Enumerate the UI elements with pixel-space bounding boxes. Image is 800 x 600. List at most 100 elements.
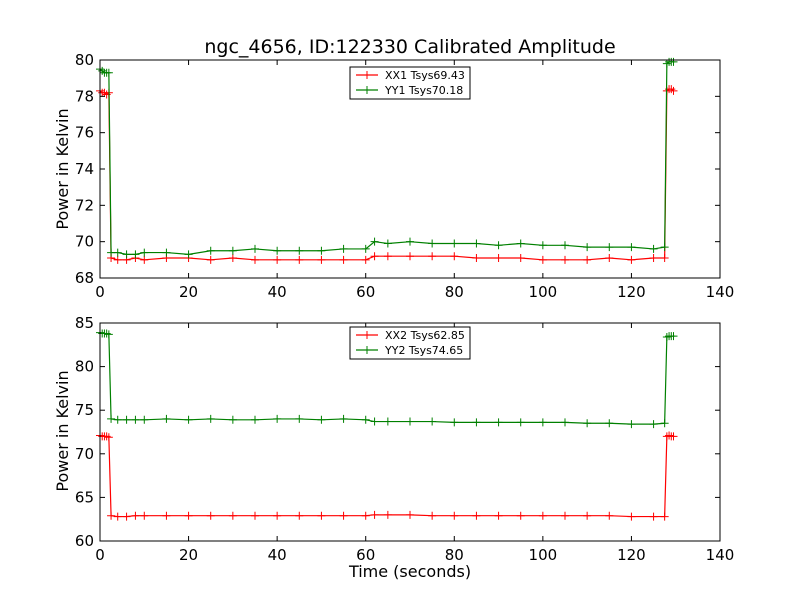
bottom-axes: 0 20 40 60 80 100 120 140 60 65 70 75 80 85 XX2 Tsys62… <box>75 314 734 564</box>
data-point-0-1-10 <box>162 248 171 257</box>
data-point-1-0-11 <box>184 511 193 520</box>
x-tick-label-1-3: 60 <box>356 546 375 564</box>
data-point-0-0-26 <box>494 254 503 263</box>
data-point-0-0-21 <box>383 252 392 261</box>
data-point-1-0-21 <box>383 510 392 519</box>
data-point-0-0-13 <box>228 254 237 263</box>
data-point-0-1-18 <box>339 244 348 253</box>
data-point-0-0-23 <box>428 252 437 261</box>
x-axis-label: Time (seconds) <box>348 562 471 581</box>
data-point-1-0-32 <box>627 512 636 521</box>
data-point-0-1-33 <box>649 244 658 253</box>
legend-marker-1-0 <box>363 331 371 339</box>
data-point-1-1-22 <box>406 417 414 426</box>
data-point-1-1-6 <box>113 415 122 424</box>
y-tick-label-0-3: 74 <box>75 160 94 178</box>
data-point-1-1-18 <box>339 414 348 423</box>
data-point-1-1-19 <box>361 415 370 424</box>
data-point-0-1-15 <box>273 246 282 255</box>
data-point-0-1-23 <box>428 239 437 248</box>
data-point-1-0-23 <box>428 511 437 520</box>
data-point-0-1-12 <box>206 246 215 255</box>
data-point-0-0-30 <box>583 255 592 264</box>
data-point-1-0-29 <box>561 511 569 520</box>
data-point-1-1-4 <box>104 330 113 339</box>
chart-title: ngc_4656, ID:122330 Calibrated Amplitude <box>204 36 615 58</box>
x-tick-label-0-5: 100 <box>529 283 558 301</box>
data-point-1-1-30 <box>583 419 592 428</box>
data-point-0-0-31 <box>605 254 614 263</box>
y-tick-label-1-1: 65 <box>75 488 94 506</box>
data-point-0-1-13 <box>228 246 237 255</box>
data-point-0-0-19 <box>361 255 370 264</box>
data-point-0-1-11 <box>184 250 193 259</box>
data-point-1-1-14 <box>251 415 259 424</box>
x-tick-label-0-2: 40 <box>268 283 287 301</box>
data-point-0-0-32 <box>627 255 636 264</box>
x-tick-label-0-1: 20 <box>179 283 198 301</box>
legend-box-1 <box>349 326 471 360</box>
data-point-1-0-15 <box>273 511 282 520</box>
data-point-1-1-11 <box>184 415 193 424</box>
x-tick-label-1-4: 80 <box>445 546 464 564</box>
data-point-1-1-17 <box>317 415 326 424</box>
data-point-1-1-8 <box>131 415 140 424</box>
top-y-axis-label: Power in Kelvin <box>53 108 72 229</box>
data-point-1-1-16 <box>295 414 304 423</box>
data-point-1-0-26 <box>494 511 503 520</box>
data-point-0-1-24 <box>450 239 459 248</box>
data-point-0-0-29 <box>561 255 569 264</box>
legend-label-0-1: YY1 Tsys70.18 <box>384 84 463 97</box>
x-tick-label-0-4: 80 <box>445 283 464 301</box>
data-point-1-1-29 <box>561 418 569 427</box>
data-point-0-0-18 <box>339 255 348 264</box>
data-point-1-0-12 <box>206 511 215 520</box>
legend-marker-0-1 <box>363 86 371 94</box>
data-point-1-0-28 <box>538 511 547 520</box>
y-tick-label-1-4: 80 <box>75 358 94 376</box>
data-point-1-1-31 <box>605 419 614 428</box>
top-axes: 0 20 40 60 80 100 120 140 68 70 72 74 76 78 80 XX1 Tsys… <box>75 51 734 301</box>
data-point-0-1-38 <box>669 57 678 66</box>
data-point-1-1-34 <box>660 419 669 428</box>
y-tick-label-0-5: 78 <box>75 87 94 105</box>
data-point-1-0-27 <box>516 511 525 520</box>
data-point-0-1-7 <box>122 250 131 259</box>
data-point-0-1-34 <box>660 243 669 252</box>
data-point-0-1-9 <box>140 248 149 257</box>
data-point-1-0-10 <box>162 511 171 520</box>
data-point-1-1-20 <box>370 417 379 426</box>
data-point-1-1-25 <box>472 418 481 427</box>
data-point-0-1-14 <box>251 244 259 253</box>
data-point-0-1-6 <box>113 248 122 257</box>
data-point-1-0-4 <box>104 433 113 442</box>
data-point-1-0-14 <box>251 511 259 520</box>
data-point-0-0-28 <box>538 255 547 264</box>
data-point-1-0-24 <box>450 511 459 520</box>
data-point-0-0-24 <box>450 252 459 261</box>
y-tick-label-0-0: 68 <box>75 269 94 287</box>
data-point-0-0-38 <box>669 86 678 95</box>
x-tick-label-0-7: 140 <box>706 283 735 301</box>
data-point-0-0-20 <box>370 252 379 261</box>
legend-0: XX1 Tsys69.43 YY1 Tsys70.18 <box>349 66 471 100</box>
data-point-1-1-13 <box>228 415 237 424</box>
data-point-1-1-21 <box>383 417 392 426</box>
x-tick-label-1-0: 0 <box>95 546 105 564</box>
x-tick-label-1-6: 120 <box>617 546 646 564</box>
data-point-0-1-29 <box>561 241 569 250</box>
y-tick-label-1-2: 70 <box>75 445 94 463</box>
x-tick-label-0-3: 60 <box>356 283 375 301</box>
data-point-0-1-22 <box>406 237 414 246</box>
data-point-1-1-27 <box>516 418 525 427</box>
data-point-0-1-16 <box>295 246 304 255</box>
data-point-1-0-34 <box>660 512 669 521</box>
y-tick-label-1-5: 85 <box>75 314 94 332</box>
data-point-1-0-5 <box>107 511 116 520</box>
data-point-1-1-24 <box>450 418 459 427</box>
x-tick-label-1-1: 20 <box>179 546 198 564</box>
y-tick-label-1-0: 60 <box>75 532 94 550</box>
data-point-1-0-25 <box>472 511 481 520</box>
data-point-1-0-38 <box>669 432 678 441</box>
data-point-0-0-27 <box>516 254 525 263</box>
